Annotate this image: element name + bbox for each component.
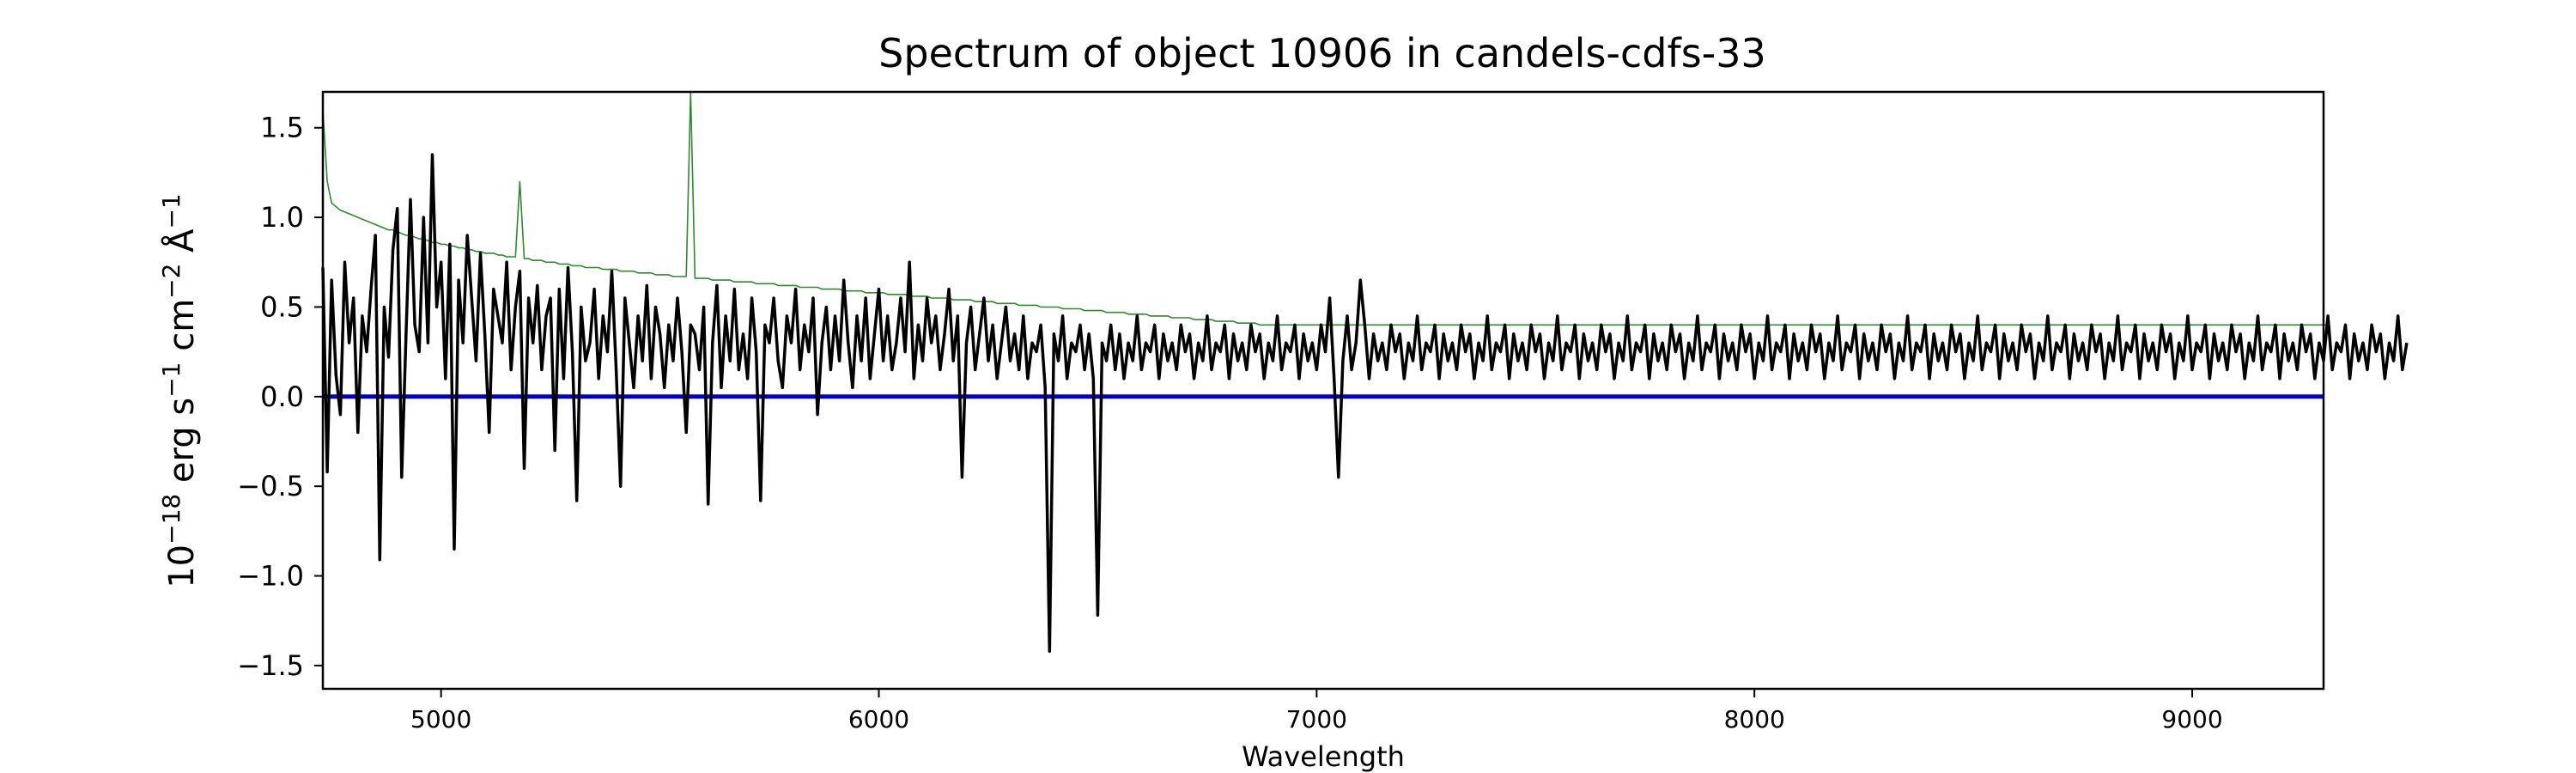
y-axis-label-unit2: cm xyxy=(162,299,202,362)
y-axis-label-unit2-exp: −2 xyxy=(157,264,185,299)
y-axis: 1.5 1.0 0.5 0.0 −0.5 −1.0 −1.5 xyxy=(237,112,323,682)
x-tick-label: 5000 xyxy=(410,705,471,733)
y-tick-label: 1.5 xyxy=(260,112,304,144)
y-axis-label-base-exp: −18 xyxy=(157,494,185,545)
plot-area xyxy=(321,91,2409,653)
y-axis-label: 10−18 erg s−1 cm−2 Å−1 xyxy=(157,193,202,588)
y-tick-label: 1.0 xyxy=(260,201,304,234)
y-tick-label: −1.5 xyxy=(237,649,304,682)
x-axis: 5000 6000 7000 8000 9000 xyxy=(410,689,2223,733)
plot-frame xyxy=(321,90,2325,691)
y-axis-label-unit1: erg s xyxy=(162,398,202,494)
x-tick-label: 8000 xyxy=(1724,705,1785,733)
y-tick-label: 0.0 xyxy=(260,380,304,413)
chart-title: Spectrum of object 10906 in candels-cdfs… xyxy=(878,30,1766,76)
series-flux-line xyxy=(321,153,2409,653)
y-tick-label: −0.5 xyxy=(237,470,304,502)
y-axis-label-unit1-exp: −1 xyxy=(157,362,185,398)
y-tick-label: −1.0 xyxy=(237,560,304,593)
y-axis-label-base: 10 xyxy=(162,545,202,588)
x-tick-label: 7000 xyxy=(1286,705,1347,733)
y-axis-label-unit3-exp: −1 xyxy=(157,193,185,228)
y-tick-label: 0.5 xyxy=(260,290,304,323)
x-tick-label: 6000 xyxy=(848,705,909,733)
x-tick-label: 9000 xyxy=(2161,705,2222,733)
x-axis-label: Wavelength xyxy=(1242,740,1405,773)
y-axis-label-unit3: Å xyxy=(161,228,202,264)
